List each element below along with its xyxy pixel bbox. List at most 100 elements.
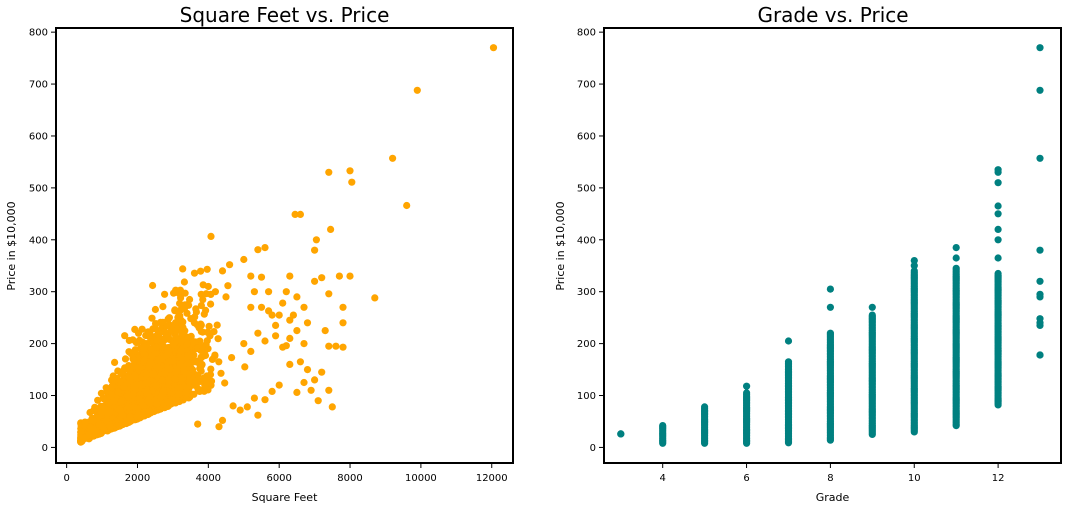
data-point: [339, 343, 347, 351]
data-point: [325, 290, 333, 298]
data-point: [172, 286, 180, 294]
data-point: [311, 246, 319, 254]
data-point: [197, 302, 205, 310]
data-point: [743, 382, 751, 390]
data-point: [165, 377, 173, 385]
data-point: [194, 420, 202, 428]
data-point: [293, 327, 301, 335]
y-tick-label: 200: [577, 339, 596, 350]
data-point: [192, 305, 200, 313]
data-point: [105, 408, 113, 417]
data-point: [144, 389, 152, 397]
data-point: [147, 352, 156, 360]
data-point: [339, 303, 347, 311]
data-point: [154, 330, 163, 338]
data-point: [207, 365, 215, 373]
data-point: [99, 403, 107, 411]
y-axis-ticks: 0 100 200 300 400 500 600 700 800: [29, 28, 56, 454]
y-tick-label: 100: [577, 391, 596, 402]
data-point: [121, 355, 130, 363]
data-point: [1036, 315, 1044, 323]
data-point: [197, 328, 205, 336]
data-point: [202, 306, 210, 314]
data-point: [994, 166, 1002, 174]
data-point: [403, 201, 411, 210]
y-tick-label: 200: [29, 339, 48, 350]
y-tick-label: 800: [577, 28, 596, 39]
data-point: [826, 285, 835, 293]
data-point: [108, 382, 116, 390]
data-point: [211, 288, 219, 296]
data-point: [164, 333, 172, 341]
data-point: [131, 325, 139, 333]
data-point: [328, 403, 336, 411]
data-point: [311, 376, 319, 384]
data-point: [489, 44, 498, 52]
data-point: [291, 210, 299, 218]
data-point: [204, 282, 212, 291]
data-point: [191, 313, 199, 321]
data-point: [176, 299, 184, 307]
data-point: [131, 346, 139, 354]
data-point: [217, 369, 225, 377]
x-tick-label: 4000: [196, 473, 221, 484]
data-point: [241, 363, 249, 371]
data-point: [286, 360, 294, 368]
data-point: [174, 309, 183, 317]
grade-price-chart: Grade vs. Price 4 6 8 10 12 0 100 200 300 400 500…: [554, 3, 1062, 504]
x-tick-label: 12: [992, 473, 1005, 484]
data-point: [240, 340, 248, 348]
data-point: [332, 342, 340, 350]
data-point: [218, 267, 227, 275]
data-point: [261, 396, 269, 404]
chart-title: Grade vs. Price: [757, 3, 908, 27]
data-point: [89, 417, 97, 425]
data-point: [126, 374, 134, 382]
y-tick-label: 300: [577, 287, 596, 298]
data-point: [261, 337, 269, 345]
data-point: [183, 340, 191, 348]
data-point: [149, 370, 157, 378]
data-point: [1036, 246, 1044, 254]
data-point: [117, 398, 125, 406]
data-point: [178, 346, 186, 355]
data-point: [141, 356, 149, 364]
x-axis-label: Grade: [816, 491, 850, 504]
data-point: [254, 246, 262, 254]
data-point: [303, 319, 312, 327]
data-point: [254, 411, 262, 419]
data-point: [868, 303, 876, 311]
data-point: [279, 299, 287, 307]
data-point: [163, 351, 171, 359]
x-tick-label: 8: [827, 473, 833, 484]
data-point: [118, 411, 126, 419]
data-point: [296, 210, 304, 218]
y-tick-label: 300: [29, 287, 48, 298]
data-point: [1036, 154, 1044, 162]
data-point: [910, 262, 918, 270]
data-point: [77, 428, 85, 436]
data-point: [247, 272, 255, 280]
data-point: [146, 358, 154, 366]
data-point: [247, 347, 255, 355]
x-tick-label: 6: [743, 473, 749, 484]
data-point: [215, 358, 223, 366]
data-point: [257, 273, 266, 281]
data-point: [99, 410, 107, 419]
y-tick-label: 500: [577, 183, 596, 194]
x-tick-label: 8000: [337, 473, 362, 484]
data-point: [159, 400, 167, 408]
data-point: [208, 355, 216, 363]
data-point: [140, 350, 148, 359]
y-tick-label: 600: [577, 131, 596, 142]
data-point: [265, 288, 273, 296]
data-point: [371, 294, 379, 302]
data-point: [1036, 290, 1044, 298]
data-point: [176, 360, 184, 368]
y-tick-label: 500: [29, 183, 48, 194]
data-point: [240, 255, 248, 264]
data-point: [174, 326, 182, 334]
data-point: [300, 303, 308, 311]
data-point: [268, 387, 276, 395]
data-point: [129, 361, 137, 369]
